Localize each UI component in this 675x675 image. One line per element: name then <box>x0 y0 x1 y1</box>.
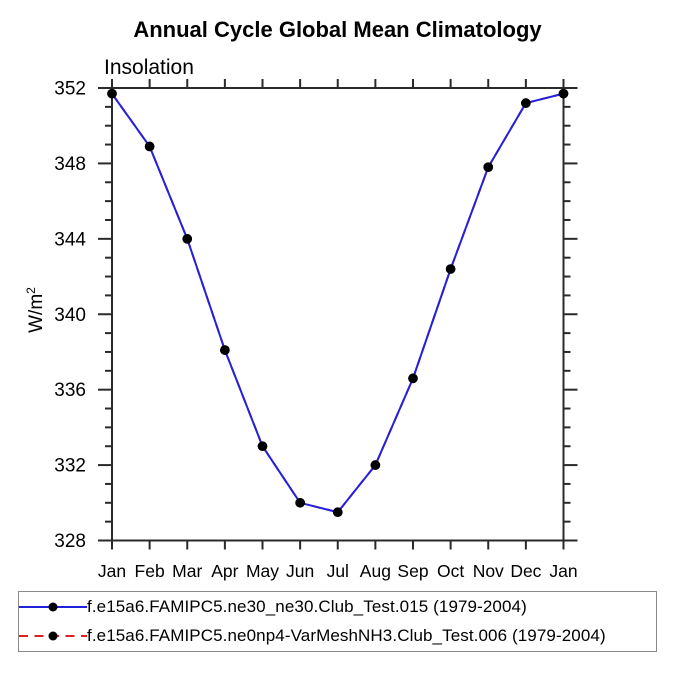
svg-text:348: 348 <box>54 154 86 175</box>
svg-text:Jun: Jun <box>286 561 314 581</box>
svg-text:332: 332 <box>54 456 86 477</box>
svg-text:May: May <box>246 561 279 581</box>
legend-label-reference: f.e15a6.FAMIPC5.ne0np4-VarMeshNH3.Club_T… <box>87 625 606 645</box>
svg-text:Jul: Jul <box>327 561 349 581</box>
svg-text:Jan: Jan <box>549 561 577 581</box>
svg-text:Feb: Feb <box>135 561 165 581</box>
legend-sample-dashed-line <box>19 631 87 641</box>
chart-title: Annual Cycle Global Mean Climatology <box>133 17 542 42</box>
svg-text:Dec: Dec <box>510 561 541 581</box>
y-axis-tick-labels: 328 332 336 340 344 348 352 <box>54 79 86 553</box>
legend-item-reference: f.e15a6.FAMIPC5.ne0np4-VarMeshNH3.Club_T… <box>19 623 656 649</box>
svg-text:336: 336 <box>54 380 86 401</box>
y-axis-unit-base: W/m <box>26 294 47 333</box>
legend-box: f.e15a6.FAMIPC5.ne30_ne30.Club_Test.015 … <box>18 591 657 652</box>
y-axis-unit-exponent: 2 <box>24 287 38 294</box>
data-point-markers <box>107 88 569 518</box>
svg-text:344: 344 <box>54 229 86 250</box>
legend-marker-dot-icon <box>48 631 58 641</box>
legend-item-case: f.e15a6.FAMIPC5.ne30_ne30.Club_Test.015 … <box>19 594 656 620</box>
line-chart: Annual Cycle Global Mean Climatology Ins… <box>24 17 578 581</box>
svg-text:Jan: Jan <box>98 561 126 581</box>
legend-sample-solid-line <box>19 602 87 612</box>
x-axis-tick-labels: Jan Feb Mar Apr May Jun Jul Aug Sep Oct Nov Dec Jan <box>98 561 578 581</box>
svg-text:Nov: Nov <box>473 561 504 581</box>
svg-text:328: 328 <box>54 531 86 552</box>
svg-text:Apr: Apr <box>211 561 238 581</box>
svg-text:Mar: Mar <box>172 561 202 581</box>
svg-text:Oct: Oct <box>437 561 464 581</box>
left-axis-heading: Insolation <box>104 56 194 79</box>
svg-text:Sep: Sep <box>397 561 428 581</box>
svg-text:340: 340 <box>54 305 86 326</box>
svg-text:Aug: Aug <box>360 561 391 581</box>
legend-marker-dot-icon <box>48 602 58 612</box>
legend-label-case: f.e15a6.FAMIPC5.ne30_ne30.Club_Test.015 … <box>87 597 527 617</box>
plot-frame-and-ticks <box>98 79 578 550</box>
y-axis-unit-label: W/m2 <box>24 287 47 333</box>
data-series-lines <box>111 92 564 514</box>
svg-text:352: 352 <box>54 79 86 100</box>
